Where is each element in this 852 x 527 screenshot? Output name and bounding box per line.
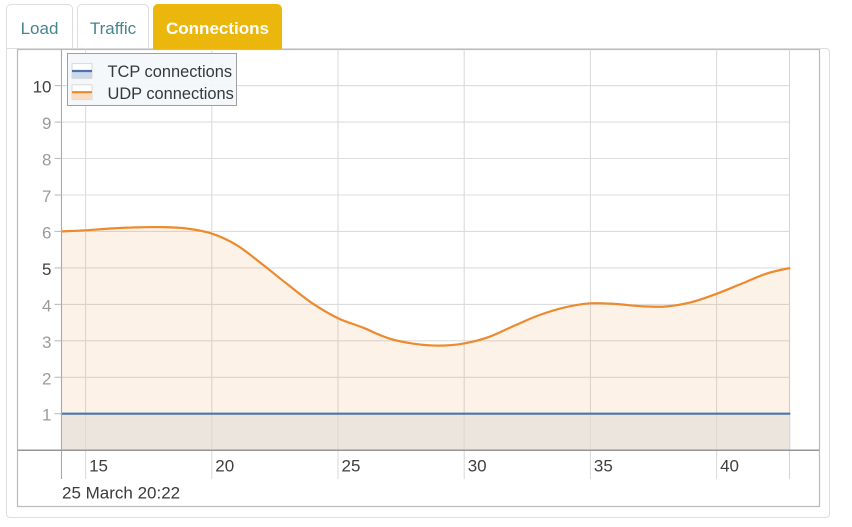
svg-text:25 March 20:22: 25 March 20:22	[62, 484, 180, 503]
svg-text:1: 1	[42, 406, 51, 425]
svg-text:3: 3	[42, 333, 51, 352]
svg-text:4: 4	[42, 296, 51, 315]
svg-text:20: 20	[215, 457, 234, 476]
svg-text:40: 40	[720, 457, 739, 476]
svg-text:15: 15	[89, 457, 108, 476]
svg-text:UDP connections: UDP connections	[108, 85, 234, 103]
svg-text:25: 25	[342, 457, 361, 476]
svg-text:5: 5	[42, 260, 51, 279]
svg-text:30: 30	[468, 457, 487, 476]
svg-text:9: 9	[42, 114, 51, 133]
svg-text:10: 10	[33, 78, 52, 97]
svg-text:8: 8	[42, 151, 51, 170]
svg-text:2: 2	[42, 369, 51, 388]
svg-text:TCP connections: TCP connections	[108, 63, 233, 81]
svg-text:35: 35	[594, 457, 613, 476]
svg-text:7: 7	[42, 187, 51, 206]
svg-text:6: 6	[42, 223, 51, 242]
